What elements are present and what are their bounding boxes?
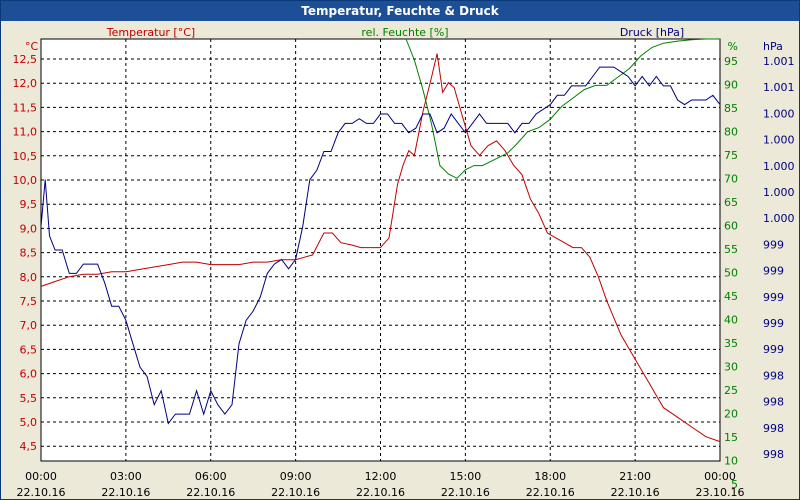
pressure-tick-label: 1.000 xyxy=(763,134,795,147)
humidity-series-line xyxy=(405,38,720,179)
temperature-tick-label: 7,0 xyxy=(20,319,38,332)
x-tick-time: 21:00 xyxy=(619,470,651,483)
x-tick-date: 22.10.16 xyxy=(611,486,660,499)
pressure-tick-label: 998 xyxy=(763,422,784,435)
x-tick-time: 06:00 xyxy=(195,470,227,483)
humidity-tick-label: 85 xyxy=(724,102,738,115)
x-tick-time: 09:00 xyxy=(280,470,312,483)
humidity-tick-label: 20 xyxy=(724,408,738,421)
humidity-tick-label: 50 xyxy=(724,267,738,280)
pressure-tick-label: 998 xyxy=(763,448,784,461)
temperature-tick-label: 8,0 xyxy=(20,271,38,284)
humidity-tick-label: 30 xyxy=(724,361,738,374)
humidity-tick-label: 70 xyxy=(724,173,738,186)
pressure-tick-label: 999 xyxy=(763,265,784,278)
x-tick-time: 03:00 xyxy=(110,470,142,483)
temperature-series-line xyxy=(40,53,721,443)
temperature-tick-label: 5,0 xyxy=(20,416,38,429)
humidity-tick-label: 80 xyxy=(724,126,738,139)
humidity-tick-label: 55 xyxy=(724,243,738,256)
humidity-tick-label: 15 xyxy=(724,431,738,444)
temperature-tick-label: 11,0 xyxy=(13,126,38,139)
humidity-tick-label: 5 xyxy=(731,478,738,491)
humidity-tick-label: 10 xyxy=(724,455,738,468)
pressure-tick-label: 1.000 xyxy=(763,160,795,173)
temperature-tick-label: 9,5 xyxy=(20,198,38,211)
x-tick-date: 22.10.16 xyxy=(17,486,66,499)
humidity-tick-label: 95 xyxy=(724,55,738,68)
pressure-series-line xyxy=(40,66,721,425)
x-tick-date: 23.10.16 xyxy=(696,486,745,499)
x-tick-time: 12:00 xyxy=(365,470,397,483)
temperature-tick-label: 8,5 xyxy=(20,247,38,260)
humidity-tick-label: 90 xyxy=(724,79,738,92)
pressure-tick-label: 999 xyxy=(763,291,784,304)
pressure-tick-label: 999 xyxy=(763,343,784,356)
x-tick-date: 22.10.16 xyxy=(356,486,405,499)
pressure-tick-label: 1.001 xyxy=(763,81,795,94)
humidity-unit-label: % xyxy=(728,40,738,53)
x-tick-date: 22.10.16 xyxy=(271,486,320,499)
temperature-tick-label: 9,0 xyxy=(20,222,38,235)
x-tick-date: 22.10.16 xyxy=(526,486,575,499)
temperature-tick-label: 12,0 xyxy=(13,77,38,90)
pressure-tick-label: 998 xyxy=(763,396,784,409)
temperature-tick-label: 12,5 xyxy=(13,53,38,66)
pressure-tick-label: 1.001 xyxy=(763,55,795,68)
pressure-tick-label: 999 xyxy=(763,317,784,330)
humidity-tick-label: 60 xyxy=(724,220,738,233)
pressure-tick-label: 1.000 xyxy=(763,107,795,120)
pressure-tick-label: 998 xyxy=(763,369,784,382)
temperature-tick-label: 5,5 xyxy=(20,392,38,405)
temperature-tick-label: 6,0 xyxy=(20,368,38,381)
x-tick-date: 22.10.16 xyxy=(441,486,490,499)
chart-svg: 12,5 12,0 11,5 11,0 10,5 10,0 9,5 9,0 8,5 8,0 7,5 7… xyxy=(13,26,795,499)
temperature-axis-title: Temperatur [°C] xyxy=(106,26,195,39)
chart-title: Temperatur, Feuchte & Druck xyxy=(1,1,799,21)
x-tick-time: 18:00 xyxy=(534,470,566,483)
pressure-axis-title: Druck [hPa] xyxy=(620,26,684,39)
humidity-tick-label: 45 xyxy=(724,290,738,303)
x-tick-date: 22.10.16 xyxy=(101,486,150,499)
x-tick-time: 00:00 xyxy=(25,470,57,483)
x-tick-time: 00:00 xyxy=(704,470,736,483)
pressure-unit-label: hPa xyxy=(763,40,783,53)
humidity-tick-label: 35 xyxy=(724,337,738,350)
pressure-tick-label: 999 xyxy=(763,238,784,251)
temperature-tick-label: 11,5 xyxy=(13,101,38,114)
pressure-tick-label: 1.000 xyxy=(763,186,795,199)
pressure-tick-label: 1.000 xyxy=(763,212,795,225)
temperature-tick-label: 7,5 xyxy=(20,295,38,308)
x-tick-date: 22.10.16 xyxy=(186,486,235,499)
humidity-tick-label: 65 xyxy=(724,196,738,209)
temperature-unit-label: °C xyxy=(25,40,39,53)
humidity-axis-title: rel. Feuchte [%] xyxy=(361,26,448,39)
temperature-tick-label: 10,5 xyxy=(13,150,38,163)
temperature-tick-label: 4,5 xyxy=(20,440,38,453)
x-tick-time: 15:00 xyxy=(450,470,482,483)
humidity-tick-label: 75 xyxy=(724,149,738,162)
humidity-tick-label: 25 xyxy=(724,384,738,397)
temperature-tick-label: 6,5 xyxy=(20,343,38,356)
temperature-tick-label: 10,0 xyxy=(13,174,38,187)
humidity-tick-label: 40 xyxy=(724,314,738,327)
